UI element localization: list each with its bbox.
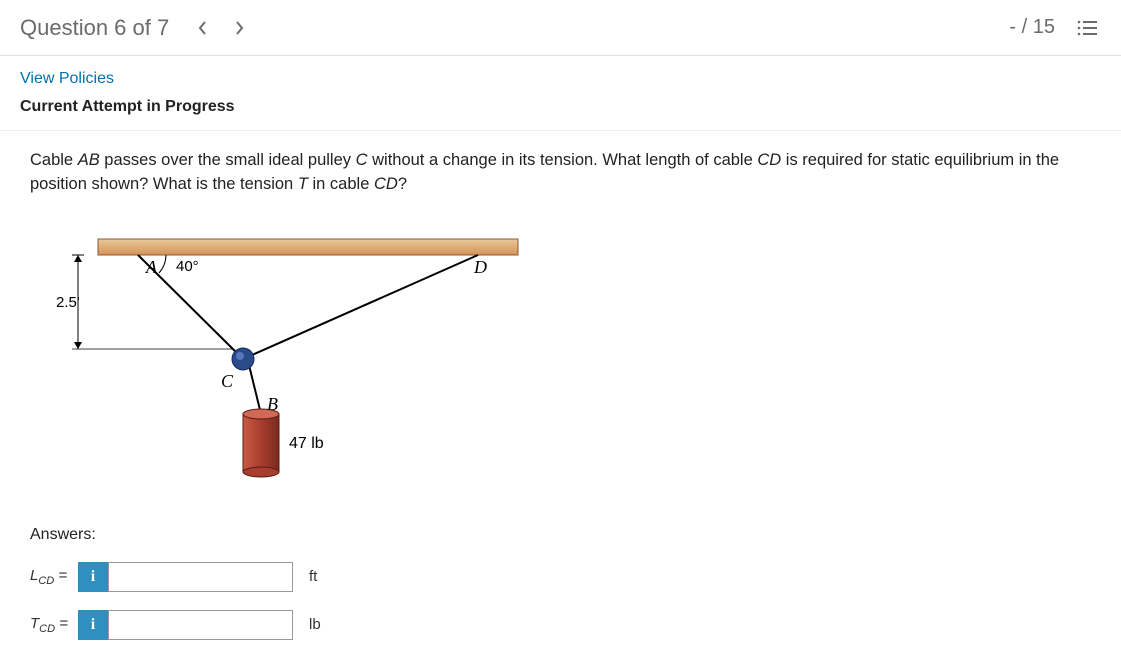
- svg-text:47 lb: 47 lb: [289, 435, 324, 452]
- prompt-text: ?: [398, 175, 407, 193]
- diagram: A D C B 40° 2.5' 47 lb: [48, 219, 1091, 504]
- tcd-input[interactable]: [108, 610, 293, 640]
- unit-label: lb: [309, 616, 321, 633]
- question-list-button[interactable]: [1073, 14, 1101, 42]
- info-button[interactable]: i: [78, 562, 108, 592]
- prompt-var: T: [298, 175, 308, 193]
- eq: =: [54, 567, 67, 584]
- question-header: Question 6 of 7 - / 15: [0, 0, 1121, 56]
- chevron-right-icon: [234, 21, 244, 35]
- answer-row-lcd: LCD = i ft: [30, 562, 1091, 592]
- svg-text:2.5': 2.5': [56, 294, 80, 311]
- question-title: Question 6 of 7: [20, 15, 169, 41]
- policies-row: View Policies: [0, 56, 1121, 94]
- answer-symbol: TCD =: [30, 615, 78, 635]
- sym-main: T: [30, 615, 39, 632]
- info-button[interactable]: i: [78, 610, 108, 640]
- prompt-text: in cable: [308, 175, 374, 193]
- pulley-diagram: A D C B 40° 2.5' 47 lb: [48, 219, 528, 499]
- svg-text:B: B: [267, 394, 278, 414]
- svg-text:A: A: [145, 257, 158, 277]
- question-prompt: Cable AB passes over the small ideal pul…: [30, 149, 1091, 197]
- nav-buttons: [189, 14, 253, 42]
- prompt-text: passes over the small ideal pulley: [100, 151, 356, 169]
- svg-text:C: C: [221, 371, 234, 391]
- question-content: Cable AB passes over the small ideal pul…: [0, 131, 1121, 658]
- prev-question-button[interactable]: [189, 14, 217, 42]
- answers-heading: Answers:: [30, 526, 1091, 544]
- attempt-status: Current Attempt in Progress: [0, 94, 1121, 131]
- prompt-var: C: [356, 151, 368, 169]
- answer-symbol: LCD =: [30, 567, 78, 587]
- prompt-var: CD: [374, 175, 398, 193]
- svg-text:D: D: [473, 257, 487, 277]
- eq: =: [55, 615, 68, 632]
- next-question-button[interactable]: [225, 14, 253, 42]
- prompt-text: without a change in its tension. What le…: [368, 151, 758, 169]
- lcd-input[interactable]: [108, 562, 293, 592]
- view-policies-link[interactable]: View Policies: [20, 70, 114, 87]
- list-icon: [1077, 20, 1097, 36]
- prompt-var: AB: [78, 151, 100, 169]
- svg-text:40°: 40°: [176, 258, 199, 275]
- sym-sub: CD: [39, 623, 55, 635]
- answer-row-tcd: TCD = i lb: [30, 610, 1091, 640]
- unit-label: ft: [309, 568, 317, 585]
- score-display: - / 15: [1009, 16, 1055, 39]
- prompt-text: Cable: [30, 151, 78, 169]
- sym-sub: CD: [38, 575, 54, 587]
- prompt-var: CD: [757, 151, 781, 169]
- chevron-left-icon: [198, 21, 208, 35]
